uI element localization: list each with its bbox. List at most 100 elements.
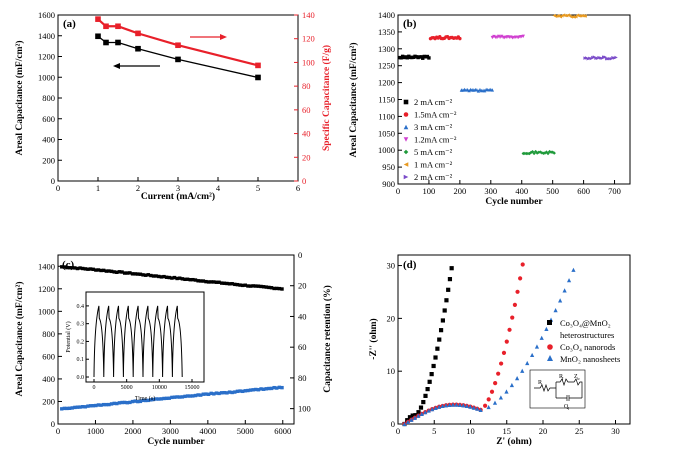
- panel-a-xlabel: Current (mA/cm²): [141, 191, 215, 202]
- inset-xtick-label: 0: [93, 385, 96, 391]
- c-point-series-0: [86, 267, 90, 271]
- d-point-series-2: [426, 408, 431, 413]
- c-point-series-1: [149, 398, 153, 402]
- c-y2tick-label: 0: [298, 250, 302, 260]
- panel-b: (b) 0 100 200 300 400 500 600 700 900 950 1000 1050…: [348, 10, 631, 207]
- c-point-series-1: [88, 404, 93, 408]
- c-point-series-1: [248, 388, 253, 392]
- a-xtick-label: 5: [256, 183, 260, 193]
- b-point-series-3: [499, 34, 504, 39]
- inset-ytick-label: 0.0: [77, 375, 85, 381]
- c-point-series-0: [157, 274, 161, 279]
- c-point-series-0: [172, 275, 177, 280]
- b-point-series-5: [581, 14, 586, 18]
- d-point-series-0: [410, 413, 415, 418]
- d-xtick-label: 25: [575, 426, 584, 436]
- c-point-series-1: [251, 388, 255, 392]
- d-ytick-label: 10: [387, 366, 396, 376]
- d-point-series-0: [447, 277, 453, 282]
- c-xtick-label: 1000: [87, 426, 104, 436]
- d-point-series-2: [419, 411, 424, 416]
- b-ytick-label: 900: [382, 179, 395, 189]
- c-point-series-0: [81, 266, 85, 271]
- c-point-series-0: [159, 275, 164, 279]
- d-point-series-2: [558, 298, 563, 303]
- c-point-series-0: [170, 276, 174, 280]
- c-point-series-1: [254, 387, 258, 392]
- b-point-series-5: [580, 13, 584, 18]
- c-point-series-1: [235, 389, 240, 394]
- b-point-series-2: [482, 88, 487, 93]
- a-ytick-label: 1000: [38, 72, 55, 82]
- c-point-series-0: [109, 269, 114, 274]
- c-point-series-0: [193, 278, 198, 282]
- c-point-series-1: [151, 397, 156, 402]
- c-point-series-1: [204, 392, 208, 396]
- c-point-series-1: [128, 400, 132, 405]
- b-xtick-label: 700: [608, 186, 621, 196]
- d-point-series-0: [418, 405, 424, 410]
- c-point-series-0: [130, 272, 135, 276]
- c-point-series-0: [96, 268, 101, 272]
- c-point-series-0: [248, 284, 253, 288]
- d-point-series-2: [423, 410, 428, 415]
- circuit-subscript: l: [568, 406, 570, 411]
- panel-d-ylabel: -Z'' (ohm): [368, 318, 379, 359]
- d-point-series-2: [525, 360, 530, 366]
- c-point-series-0: [206, 280, 211, 284]
- d-point-series-0: [421, 399, 426, 405]
- d-point-series-0: [416, 410, 421, 415]
- a-series-point-0: [255, 74, 261, 81]
- c-point-series-1: [91, 404, 95, 408]
- b-point-series-4: [544, 150, 549, 154]
- c-xtick-label: 0: [56, 426, 60, 436]
- c-point-series-0: [183, 277, 187, 282]
- legend-marker-co3o4-mno2: [547, 320, 552, 325]
- c-point-series-1: [73, 405, 77, 410]
- c-point-series-0: [275, 286, 279, 291]
- c-point-series-1: [167, 396, 171, 400]
- c-point-series-0: [151, 274, 156, 278]
- c-point-series-1: [102, 402, 106, 407]
- panel-d-letter: (d): [403, 259, 417, 271]
- b-xtick-label: 100: [423, 186, 436, 196]
- c-point-series-0: [91, 267, 95, 272]
- a-series-point-1: [175, 42, 181, 49]
- b-legend-marker-2: [403, 124, 409, 130]
- b-point-series-3: [521, 34, 525, 39]
- panel-b-ylabel: Areal Capacitance (mF/cm²): [348, 42, 359, 157]
- c-y2tick-label: 80: [298, 373, 307, 383]
- d-point-series-2: [562, 288, 567, 293]
- b-point-series-5: [571, 15, 575, 19]
- d-point-series-2: [454, 402, 459, 407]
- inset-ytick-label: 0.2: [77, 339, 85, 345]
- a-y2tick-label: 120: [302, 34, 315, 44]
- d-point-series-0: [427, 379, 432, 384]
- c-point-series-0: [230, 282, 234, 286]
- d-point-series-2: [437, 404, 442, 409]
- b-ytick-label: 1150: [378, 95, 395, 105]
- c-xtick-label: 6000: [274, 426, 291, 436]
- legend-label-mno2: MnO₂ nanosheets: [560, 354, 620, 364]
- c-point-series-0: [102, 268, 106, 273]
- d-point-series-2: [566, 278, 572, 283]
- c-point-series-1: [272, 385, 276, 390]
- d-point-series-0: [449, 266, 454, 271]
- c-point-series-0: [220, 281, 224, 285]
- d-point-series-2: [409, 417, 414, 422]
- inset-ytick-label: 0.3: [77, 322, 85, 328]
- d-point-series-1: [501, 350, 507, 355]
- c-point-series-1: [115, 401, 119, 406]
- c-point-series-0: [264, 285, 268, 289]
- b-legend-label-5: 1 mA cm⁻²: [414, 160, 453, 170]
- c-point-series-1: [146, 398, 150, 403]
- b-ytick-label: 1400: [378, 10, 395, 20]
- a-y2tick-label: 140: [302, 10, 315, 20]
- d-point-series-0: [425, 386, 430, 392]
- a-y2tick-label: 0: [302, 176, 306, 186]
- b-legend-marker-6: [403, 174, 409, 180]
- c-point-series-1: [209, 391, 213, 396]
- c-point-series-0: [138, 272, 143, 276]
- d-point-series-2: [534, 344, 540, 349]
- d-xtick-label: 0: [396, 426, 400, 436]
